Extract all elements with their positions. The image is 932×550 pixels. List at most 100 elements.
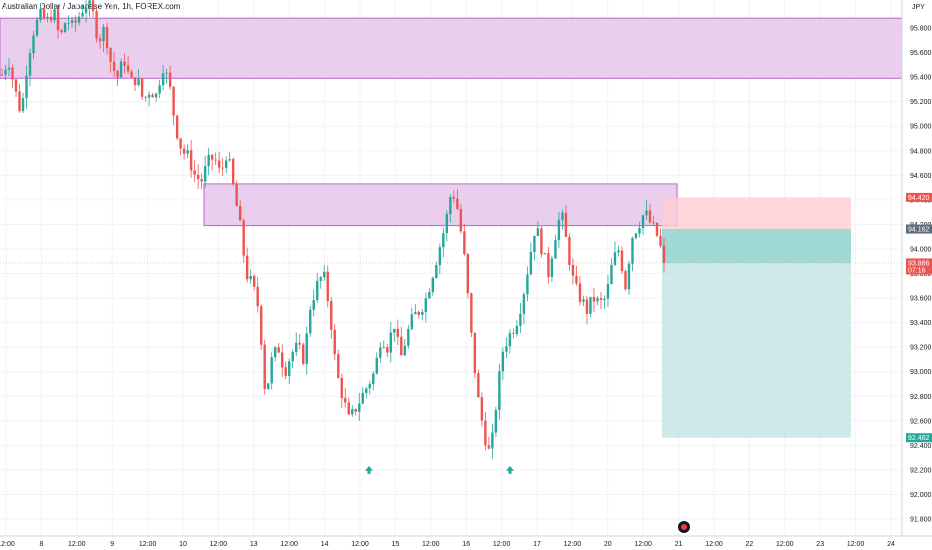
markers <box>365 465 514 474</box>
time-tick-label: 12:00 <box>847 541 865 548</box>
candle-body <box>599 298 603 301</box>
candle-body <box>309 309 312 334</box>
candle-body <box>18 91 21 112</box>
candle-body <box>354 408 357 412</box>
candle-body <box>288 361 291 377</box>
candle-body <box>203 166 207 182</box>
candle-body <box>102 26 105 42</box>
price-tick-label: 95.000 <box>910 124 932 131</box>
position-tool[interactable] <box>0 197 902 438</box>
time-tick-label: 12:00 <box>351 541 369 548</box>
candle-body <box>393 328 396 333</box>
candle-body <box>659 235 662 246</box>
candle-body <box>312 299 315 310</box>
candle-body <box>554 240 557 259</box>
candle-body <box>84 7 88 14</box>
candle-body <box>501 351 505 372</box>
candle-body <box>515 325 519 334</box>
candle-body <box>442 233 445 248</box>
time-tick-label: 21 <box>675 541 683 548</box>
countdown-text: 07:16 <box>908 267 926 274</box>
candle-body <box>540 228 543 255</box>
candle-body <box>386 347 389 353</box>
candle-body <box>526 274 529 295</box>
candle-body <box>277 347 280 353</box>
price-tick-label: 92.000 <box>910 492 932 499</box>
candle-body <box>98 38 102 42</box>
candle-body <box>610 264 613 285</box>
arrow-up-icon <box>506 465 514 474</box>
candle-body <box>319 277 322 281</box>
candle-body <box>620 250 624 272</box>
candle-body <box>344 398 347 403</box>
candle-body <box>81 13 84 17</box>
price-tick-label: 93.200 <box>910 345 932 352</box>
candle-body <box>140 78 144 97</box>
candle-body <box>182 148 186 154</box>
candle-body <box>305 333 308 364</box>
candle-body <box>435 265 438 278</box>
candle-body <box>372 373 375 385</box>
candles <box>0 0 666 459</box>
stop-price-tag-text: 94.420 <box>908 195 930 202</box>
candle-body <box>252 276 256 287</box>
candle-body <box>438 247 442 266</box>
zones <box>0 17 903 227</box>
candle-body <box>512 333 515 335</box>
candle-body <box>137 78 140 86</box>
candle-body <box>473 332 477 374</box>
candle-body <box>49 16 53 21</box>
candle-body <box>263 344 266 390</box>
candle-body <box>326 271 329 302</box>
candle-body <box>585 299 589 314</box>
stop-loss-zone <box>662 197 851 230</box>
candle-body <box>316 280 319 300</box>
time-tick-label: 22 <box>746 541 754 548</box>
candle-body <box>25 75 28 99</box>
candle-body <box>77 16 81 23</box>
candle-body <box>67 22 70 24</box>
candle-body <box>428 292 431 299</box>
price-tick-label: 94.600 <box>910 173 932 180</box>
candle-body <box>91 0 95 12</box>
supply-zone-middle <box>203 183 678 227</box>
candle-body <box>284 367 287 377</box>
logo-badge-icon[interactable] <box>678 521 690 533</box>
candle-body <box>39 8 42 20</box>
time-tick-label: 24 <box>887 541 895 548</box>
candle-body <box>568 236 571 265</box>
time-tick-label: 9 <box>110 541 114 548</box>
price-tick-label: 92.200 <box>910 467 932 474</box>
candle-body <box>210 154 214 160</box>
candle-body <box>231 159 235 184</box>
candle-body <box>575 275 578 284</box>
time-tick-label: 16 <box>462 541 470 548</box>
candle-body <box>53 9 56 21</box>
candle-body <box>627 263 631 290</box>
candle-body <box>214 159 217 161</box>
time-tick-label: 12:00 <box>422 541 440 548</box>
candle-body <box>186 150 189 154</box>
candle-body <box>662 245 666 263</box>
candle-body <box>281 352 284 368</box>
candle-body <box>347 402 350 415</box>
candle-body <box>4 69 7 75</box>
stop-price-tag <box>906 192 932 202</box>
candle-body <box>340 377 343 399</box>
candle-body <box>175 115 179 139</box>
candle-body <box>589 296 592 314</box>
candle-body <box>382 347 385 348</box>
candle-body <box>119 61 123 78</box>
candle-body <box>431 277 435 293</box>
time-axis[interactable]: 12:00 8 12:00 9 12:00 10 12:00 13 12:00 14 12:00 15… <box>0 535 932 548</box>
target-price-tag-text: 92.462 <box>908 435 930 442</box>
currency-label: JPY <box>912 4 925 11</box>
candle-body <box>561 212 564 220</box>
candle-body <box>112 61 116 71</box>
candle-body <box>42 8 46 19</box>
price-tick-label: 92.800 <box>910 394 932 401</box>
candle-body <box>498 371 501 410</box>
time-tick-label: 20 <box>604 541 612 548</box>
price-tick-label: 92.400 <box>910 443 932 450</box>
